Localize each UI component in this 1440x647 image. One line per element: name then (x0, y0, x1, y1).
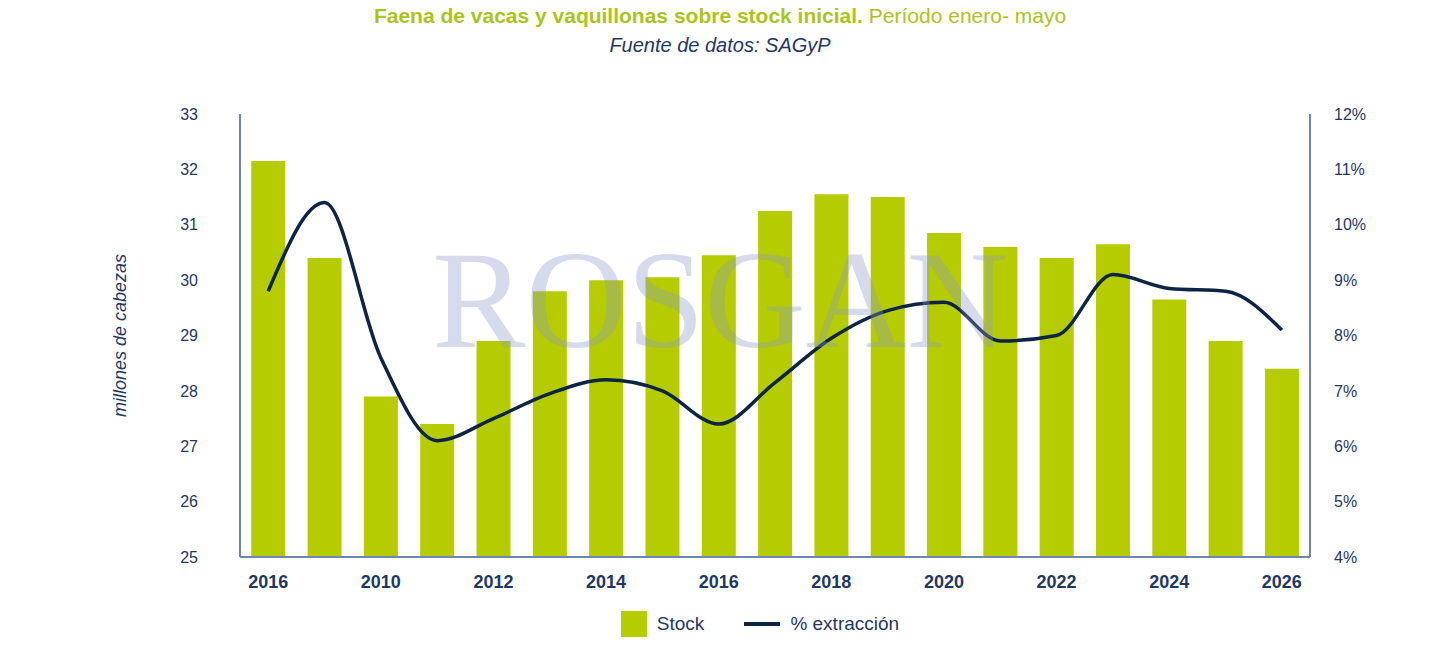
svg-text:2024: 2024 (1149, 572, 1189, 592)
svg-text:2014: 2014 (586, 572, 626, 592)
svg-text:2016: 2016 (248, 572, 288, 592)
html-text:ROSGAN: ROSGAN (432, 222, 1008, 377)
html-text:Faena de vacas y vaquillonas s: Faena de vacas y vaquillonas sobre stock… (373, 4, 1067, 27)
svg-text:9%: 9% (1334, 272, 1357, 289)
svg-text:30: 30 (180, 272, 198, 289)
svg-text:millones de cabezas: millones de cabezas (110, 254, 130, 417)
svg-text:7%: 7% (1334, 383, 1357, 400)
svg-text:5%: 5% (1334, 493, 1357, 510)
svg-text:10%: 10% (1334, 216, 1366, 233)
svg-text:12%: 12% (1334, 106, 1366, 123)
svg-text:2010: 2010 (361, 572, 401, 592)
svg-text:6%: 6% (1334, 438, 1357, 455)
svg-text:2026: 2026 (1262, 572, 1302, 592)
svg-text:26: 26 (180, 493, 198, 510)
svg-text:25: 25 (180, 549, 198, 566)
svg-text:2012: 2012 (473, 572, 513, 592)
svg-text:2022: 2022 (1037, 572, 1077, 592)
svg-text:2016: 2016 (699, 572, 739, 592)
svg-text:33: 33 (180, 106, 198, 123)
html-text:Stock: Stock (656, 613, 705, 634)
svg-text:2020: 2020 (924, 572, 964, 592)
svg-text:27: 27 (180, 438, 198, 455)
svg-text:11%: 11% (1334, 161, 1365, 178)
svg-text:29: 29 (180, 327, 198, 344)
svg-text:8%: 8% (1334, 327, 1357, 344)
svg-text:2018: 2018 (811, 572, 851, 592)
svg-text:4%: 4% (1334, 549, 1357, 566)
html-text:Fuente de datos: SAGyP: Fuente de datos: SAGyP (609, 34, 831, 56)
svg-text:32: 32 (180, 161, 198, 178)
svg-text:28: 28 (180, 383, 198, 400)
html-text:% extracción: % extracción (790, 613, 900, 634)
svg-text:31: 31 (180, 216, 198, 233)
